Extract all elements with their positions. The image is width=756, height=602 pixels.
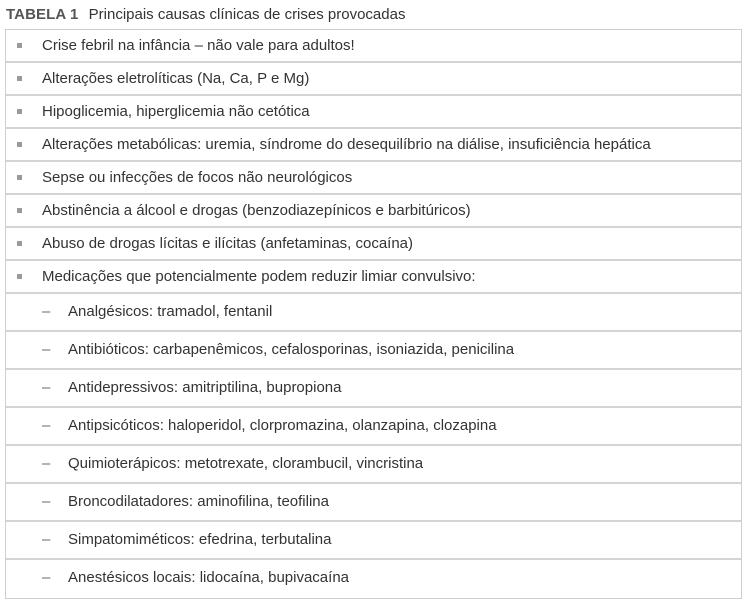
dash-bullet-icon: – [42,417,51,434]
table-subrow: – Quimioterápicos: metotrexate, clorambu… [6,446,741,484]
subrow-text: Anestésicos locais: lidocaína, bupivacaí… [68,569,350,586]
table-row: Medicações que potencialmente podem redu… [6,261,741,294]
subrow-text: Broncodilatadores: aminofilina, teofilin… [68,493,329,510]
dash-bullet-icon: – [42,303,51,320]
square-bullet-icon [17,175,22,180]
subrow-text: Antibióticos: carbapenêmicos, cefalospor… [68,341,515,358]
table-subrow: – Analgésicos: tramadol, fentanil [6,294,741,332]
causes-table: Crise febril na infância – não vale para… [5,29,742,599]
subrow-text: Quimioterápicos: metotrexate, clorambuci… [68,455,424,472]
table-subrow: – Anestésicos locais: lidocaína, bupivac… [6,560,741,598]
square-bullet-icon [17,109,22,114]
square-bullet-icon [17,43,22,48]
row-text: Abstinência a álcool e drogas (benzodiaz… [42,202,471,219]
table-row: Alterações eletrolíticas (Na, Ca, P e Mg… [6,63,741,96]
dash-bullet-icon: – [42,341,51,358]
table-row: Hipoglicemia, hiperglicemia não cetótica [6,96,741,129]
subrow-text: Simpatomiméticos: efedrina, terbutalina [68,531,332,548]
table-title: Principais causas clínicas de crises pro… [88,6,406,23]
square-bullet-icon [17,208,22,213]
table-subrow: – Antibióticos: carbapenêmicos, cefalosp… [6,332,741,370]
square-bullet-icon [17,142,22,147]
dash-bullet-icon: – [42,455,51,472]
table-row: Abstinência a álcool e drogas (benzodiaz… [6,195,741,228]
table-row: Crise febril na infância – não vale para… [6,30,741,63]
square-bullet-icon [17,241,22,246]
row-text: Hipoglicemia, hiperglicemia não cetótica [42,103,310,120]
square-bullet-icon [17,76,22,81]
row-text: Alterações eletrolíticas (Na, Ca, P e Mg… [42,70,310,87]
square-bullet-icon [17,274,22,279]
table-row: Alterações metabólicas: uremia, síndrome… [6,129,741,162]
subrow-text: Antidepressivos: amitriptilina, bupropio… [68,379,342,396]
table-subrow: – Broncodilatadores: aminofilina, teofil… [6,484,741,522]
table-row: Sepse ou infecções de focos não neurológ… [6,162,741,195]
dash-bullet-icon: – [42,493,51,510]
subrow-text: Antipsicóticos: haloperidol, clorpromazi… [68,417,497,434]
dash-bullet-icon: – [42,379,51,396]
table-subrow: – Simpatomiméticos: efedrina, terbutalin… [6,522,741,560]
table-subrow: – Antipsicóticos: haloperidol, clorproma… [6,408,741,446]
row-text: Sepse ou infecções de focos não neurológ… [42,169,353,186]
row-text: Abuso de drogas lícitas e ilícitas (anfe… [42,235,414,252]
table-subrow: – Antidepressivos: amitriptilina, buprop… [6,370,741,408]
table-caption: TABELA 1 Principais causas clínicas de c… [6,5,405,25]
dash-bullet-icon: – [42,531,51,548]
row-text: Medicações que potencialmente podem redu… [42,268,476,285]
row-text: Alterações metabólicas: uremia, síndrome… [42,136,651,153]
table-row: Abuso de drogas lícitas e ilícitas (anfe… [6,228,741,261]
table-label: TABELA 1 [6,6,79,23]
subrow-text: Analgésicos: tramadol, fentanil [68,303,273,320]
row-text: Crise febril na infância – não vale para… [42,37,355,54]
dash-bullet-icon: – [42,569,51,586]
